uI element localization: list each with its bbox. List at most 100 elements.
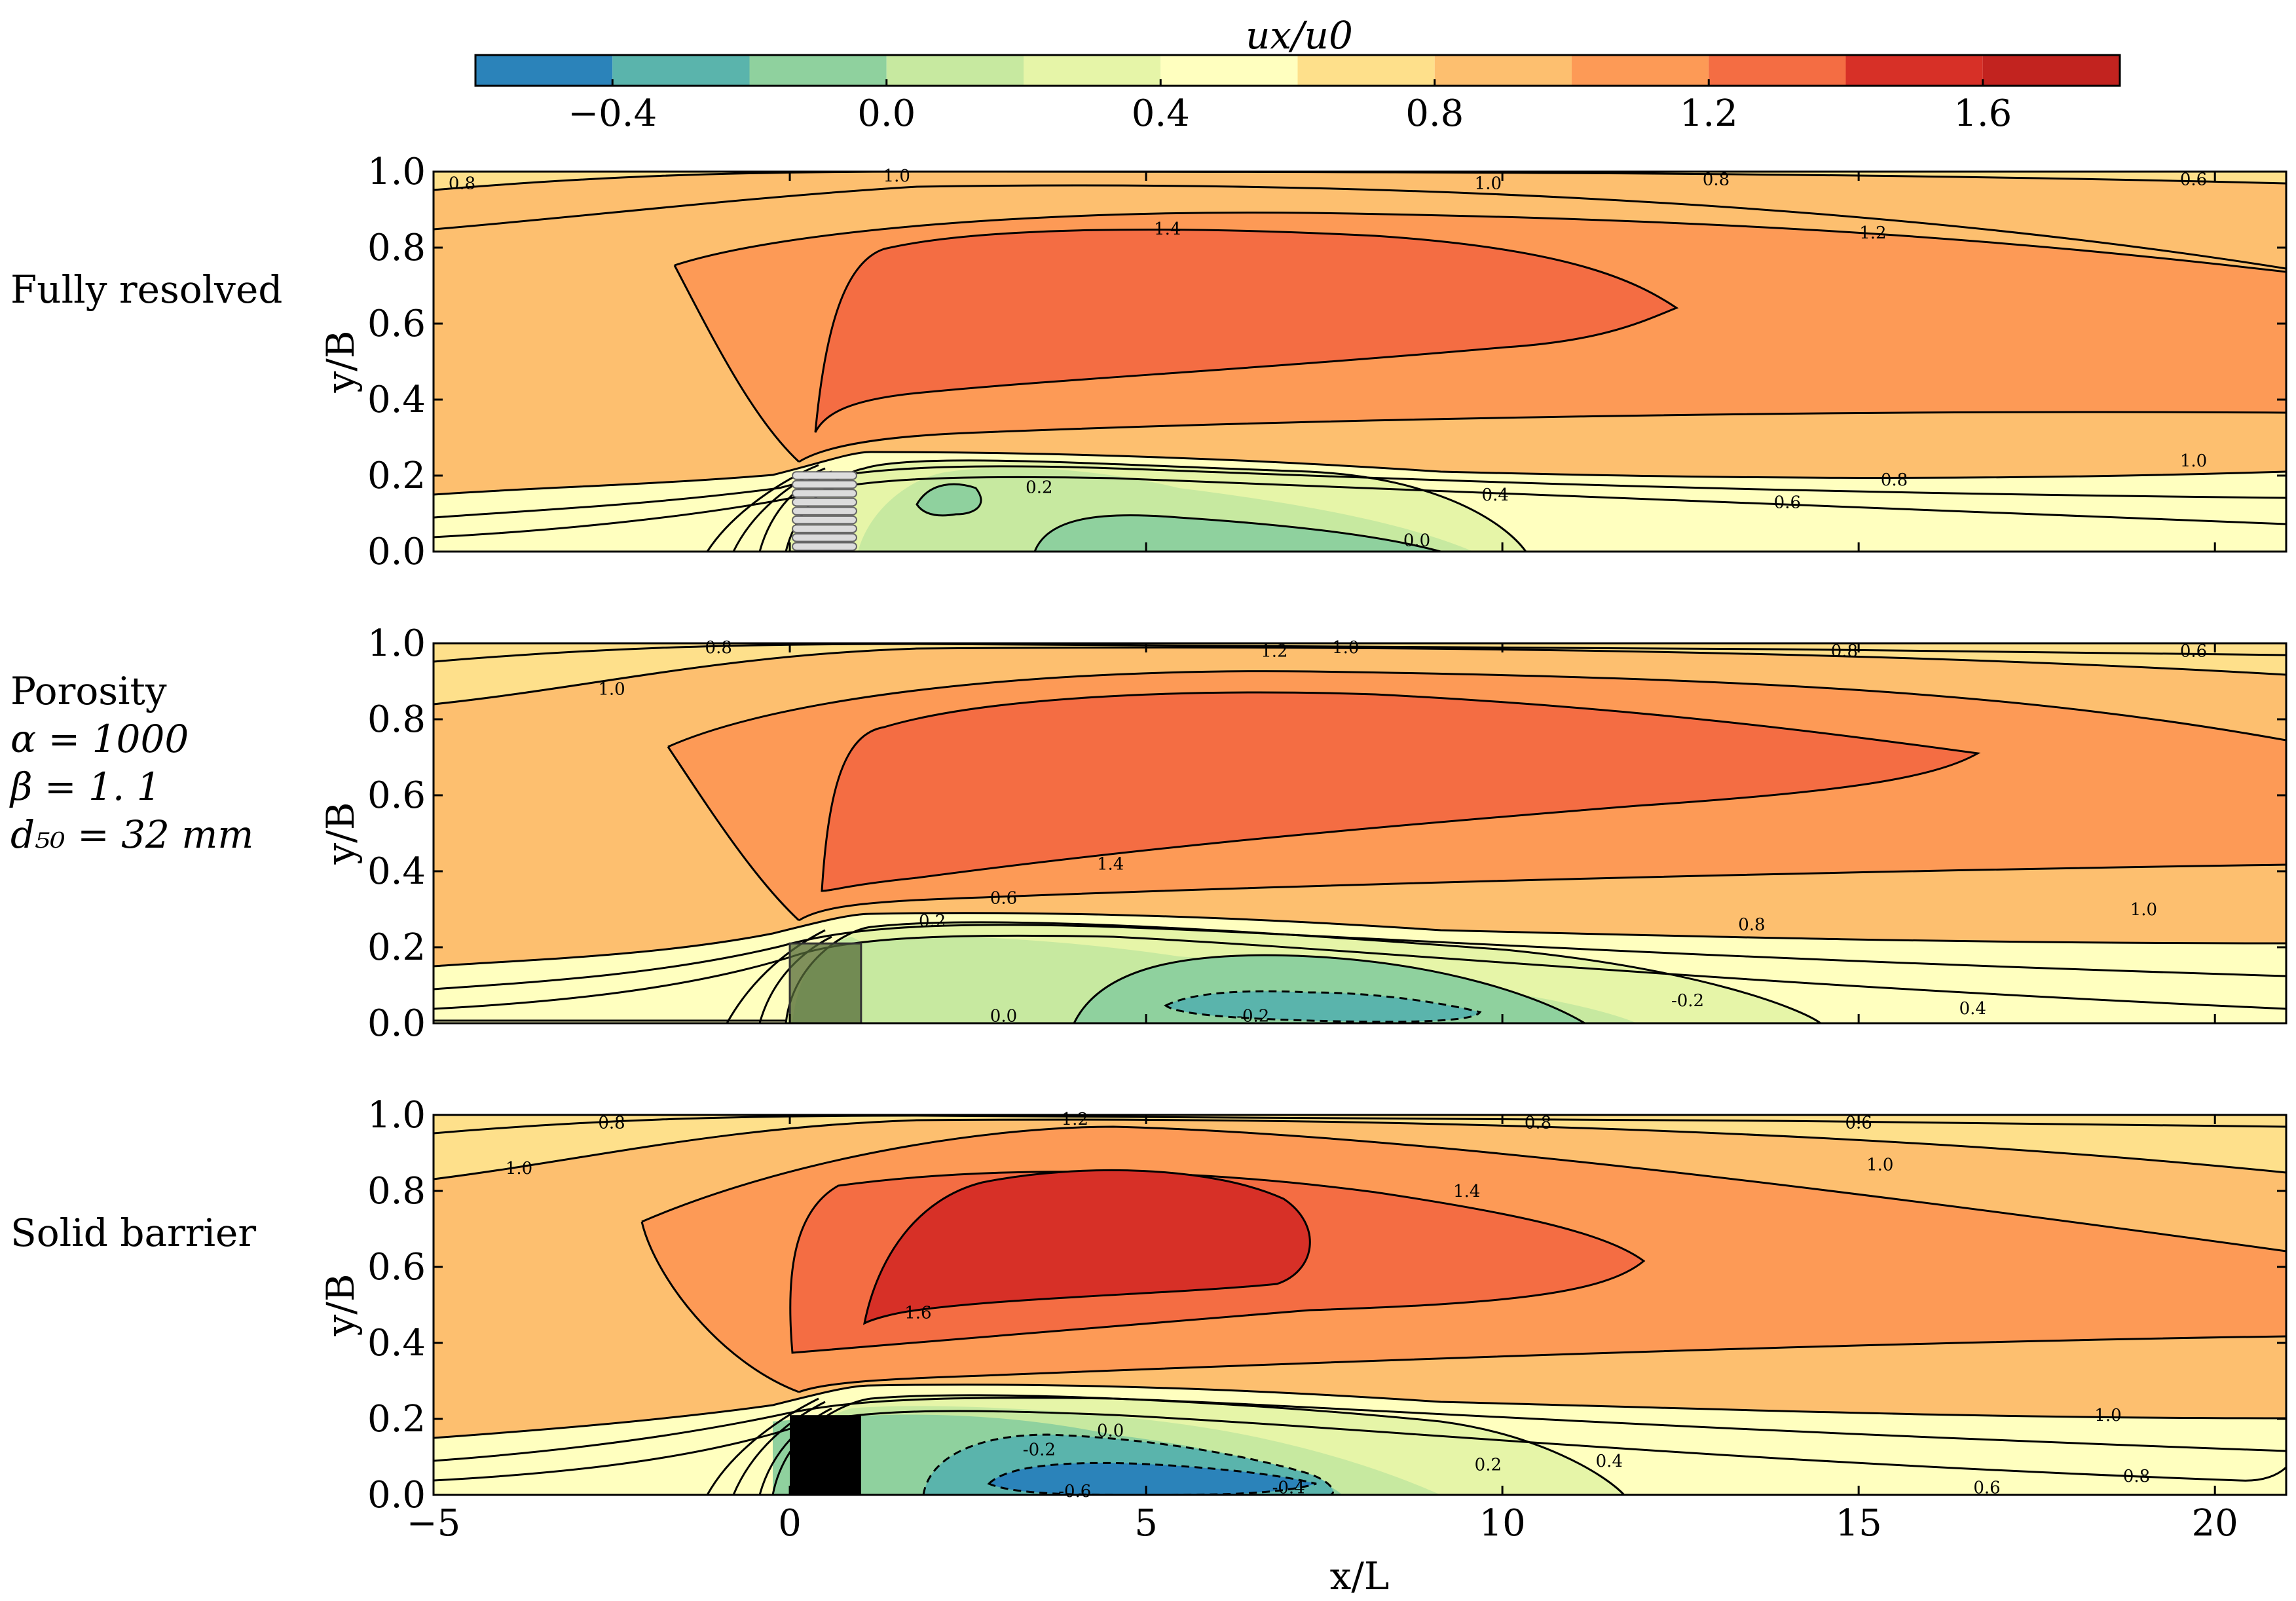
contour-labels-solid-barrier: 0.8 1.2 0.8 0.6 1.0 1.0 1.4 1.6 0.0 -0.2 0.2 0.4 1.0… [506, 1110, 2150, 1501]
contour-label: 1.2 [1062, 1110, 1088, 1129]
colorbar-tick-label: 0.8 [1405, 92, 1464, 135]
row-label-beta: β = 1. 1 [9, 764, 161, 809]
colorbar-swatch [1572, 55, 1709, 86]
colorbar-tick-label: 0.4 [1132, 92, 1190, 135]
contour-label: 0.6 [2180, 642, 2207, 662]
contour-label: 0.8 [1738, 915, 1765, 935]
contour-label: 1.4 [1154, 219, 1181, 239]
y-tick-label: 0.2 [367, 455, 426, 497]
colorbar-swatch [1845, 55, 1983, 86]
colorbar-tick-label: 1.6 [1953, 92, 2012, 135]
colorbar-swatch [749, 55, 887, 86]
contour-field-solid-barrier [434, 1115, 2286, 1495]
contour-label: 0.6 [990, 889, 1017, 909]
y-tick-label: 0.6 [367, 303, 426, 345]
x-tick-label: 20 [2192, 1502, 2238, 1545]
contour-label: 0.0 [1097, 1421, 1124, 1441]
contour-label: 1.2 [1859, 223, 1886, 243]
contour-labels-fully-resolved: 0.8 1.0 1.0 0.8 0.6 1.4 1.2 1.0 0.8 0.6 0.4 0.2 0.0 [449, 166, 2207, 551]
y-tick-label: 0.6 [367, 774, 426, 817]
y-tick-label: 0.4 [367, 850, 426, 893]
y-tick-label: 0.2 [367, 926, 426, 969]
contour-label: 1.0 [1475, 174, 1502, 193]
solid-barrier-block [790, 1415, 861, 1495]
contour-label: 1.4 [1097, 854, 1124, 874]
porous-region [788, 942, 862, 1025]
row-label-fully-resolved: Fully resolved [10, 267, 282, 312]
y-tick-label: 0.6 [367, 1246, 426, 1289]
contour-label: 0.8 [598, 1114, 625, 1133]
y-tick-label: 1.0 [367, 1094, 426, 1137]
contour-label: 1.0 [598, 680, 625, 700]
contour-label: 0.8 [1831, 642, 1858, 662]
plot-frame-porosity [432, 642, 2287, 1025]
y-tick-label: 0.8 [367, 227, 426, 269]
y-tick-label: 0.0 [367, 1002, 426, 1045]
x-tick-label: 0 [778, 1502, 802, 1545]
contour-label: 0.2 [1026, 478, 1052, 497]
contour-label: 1.0 [2180, 451, 2207, 471]
axes: 0.0 0.2 0.4 0.6 0.8 1.0 y/B 0.0 0.2 0.4 0.6 0.8 1.0 y… [318, 151, 2286, 1545]
contour-label: 0.8 [1881, 470, 1908, 490]
contour-label: 0.8 [2123, 1467, 2150, 1486]
colorbar-tick-label: −0.4 [568, 92, 657, 135]
contour-label: 0.0 [1403, 531, 1430, 551]
contour-label: 0.4 [1482, 485, 1509, 505]
resolved-particle-row [792, 515, 857, 525]
contour-label: 0.6 [2180, 170, 2207, 190]
contour-label: 0.4 [1959, 999, 1986, 1019]
contour-label: 0.8 [1703, 170, 1730, 190]
x-tick-label: −5 [407, 1502, 461, 1545]
row-label-d50: d₅₀ = 32 mm [10, 812, 253, 857]
colorbar-ticks: −0.4 0.0 0.4 0.8 1.2 1.6 [568, 79, 2012, 135]
x-tick-label: 10 [1479, 1502, 1525, 1545]
colorbar-swatches [475, 55, 2120, 86]
y-axis-label: y/B [318, 331, 363, 394]
contour-label: -0.2 [1023, 1440, 1056, 1460]
contour-label: 1.0 [2130, 900, 2157, 920]
colorbar-label: ux/u0 [1246, 13, 1353, 58]
contour-label: 0.8 [705, 638, 732, 658]
x-axis-label: x/L [1330, 1554, 1390, 1598]
colorbar-swatch [1434, 55, 1572, 86]
contour-label: 1.2 [1261, 642, 1287, 662]
contour-label: 0.8 [1525, 1114, 1551, 1133]
plot-frame-fully-resolved [432, 170, 2287, 553]
contour-label: -0.2 [1671, 991, 1704, 1011]
y-tick-label: 1.0 [367, 622, 426, 665]
resolved-particle-row [792, 533, 857, 542]
resolved-particle-row [792, 506, 857, 516]
colorbar-tick-label: 0.0 [857, 92, 916, 135]
contour-label: 1.0 [883, 166, 910, 186]
contour-label: -0.2 [1236, 1006, 1269, 1026]
colorbar-frame [474, 54, 2121, 87]
contour-label: 1.4 [1453, 1182, 1480, 1201]
resolved-particle-row [792, 480, 857, 489]
y-tick-label: 0.8 [367, 1170, 426, 1213]
y-tick-label: 0.2 [367, 1398, 426, 1441]
obstacle-porous [788, 942, 862, 1025]
panel-solid-barrier: 0.8 1.2 0.8 0.6 1.0 1.0 1.4 1.6 0.0 -0.2 0.2 0.4 1.0… [432, 1110, 2287, 1501]
y-tick-label: 0.8 [367, 698, 426, 741]
contour-label: 1.0 [2094, 1406, 2121, 1425]
colorbar-swatch [475, 55, 613, 86]
resolved-particle-row [792, 542, 857, 552]
y-tick-label: 1.0 [367, 151, 426, 193]
contour-label: 0.6 [1973, 1478, 2000, 1497]
y-tick-label: 0.0 [367, 1474, 426, 1516]
obstacle-fully-resolved [792, 471, 857, 552]
contour-field-fully-resolved [434, 172, 2286, 552]
plot-frame-solid-barrier [432, 1114, 2287, 1496]
colorbar-swatch [1709, 55, 1846, 86]
colorbar-swatch [886, 55, 1024, 86]
x-tick-label: 15 [1836, 1502, 1882, 1545]
y-axis-label: y/B [318, 802, 363, 865]
contour-label: 0.0 [990, 1006, 1017, 1026]
contour-labels-porosity: 0.8 1.2 1.0 0.8 0.6 1.0 1.4 0.6 0.2 0.8 1.0 0.4 0.0 -… [598, 638, 2207, 1027]
resolved-particle-row [792, 497, 857, 507]
colorbar-swatch [612, 55, 750, 86]
contour-label: 0.2 [1475, 1456, 1502, 1475]
contour-label: -0.6 [1058, 1482, 1091, 1501]
y-tick-label: 0.0 [367, 531, 426, 573]
resolved-particle-row [792, 489, 857, 498]
